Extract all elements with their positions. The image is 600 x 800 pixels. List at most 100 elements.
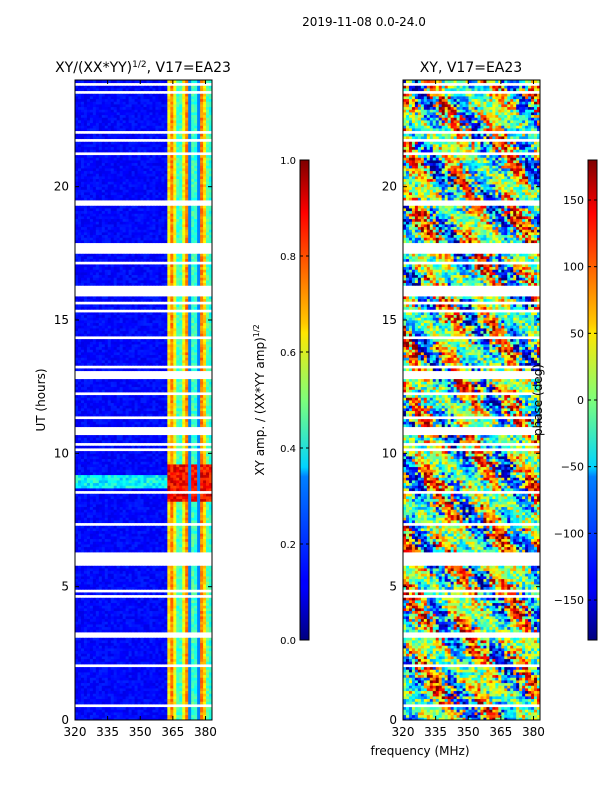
heatmap-cell [203,650,207,654]
heatmap-cell [179,573,183,577]
heatmap-cell [152,656,156,660]
heatmap-cell [167,437,171,441]
heatmap-cell [167,536,171,540]
heatmap-cell [200,450,204,454]
heatmap-cell [170,584,174,588]
heatmap-cell [143,466,147,470]
heatmap-cell [83,429,88,433]
heatmap-cell [101,592,106,596]
heatmap-cell [80,544,85,548]
heatmap-cell [83,621,88,625]
heatmap-cell [95,696,100,700]
heatmap-cell [188,650,192,654]
heatmap-cell [128,445,132,449]
heatmap-cell [209,541,212,545]
heatmap-cell [131,610,135,614]
heatmap-cell [107,517,112,521]
heatmap-cell [191,608,195,612]
heatmap-cell [191,589,195,593]
heatmap-cell [77,650,82,654]
heatmap-cell [98,477,103,481]
heatmap-cell [110,560,115,564]
heatmap-cell [197,522,201,526]
heatmap-cell [131,648,135,652]
heatmap-cell [158,701,162,705]
heatmap-cell [95,669,100,673]
heatmap-cell [116,514,121,518]
heatmap-cell [110,490,115,494]
heatmap-cell [173,565,177,569]
heatmap-cell [176,541,180,545]
heatmap-cell [191,437,195,441]
heatmap-cell [77,594,82,598]
heatmap-cell [194,520,198,524]
heatmap-cell [77,680,82,684]
heatmap-cell [194,509,198,513]
heatmap-cell [116,578,121,582]
heatmap-cell [161,586,165,590]
heatmap-cell [206,578,210,582]
heatmap-cell [149,648,153,652]
heatmap-cell [89,544,94,548]
heatmap-cell [146,530,150,534]
heatmap-cell [158,680,162,684]
heatmap-cell [125,637,130,641]
heatmap-cell [179,576,183,580]
heatmap-cell [116,530,121,534]
heatmap-cell [92,626,97,630]
heatmap-cell [101,690,106,694]
heatmap-cell [146,690,150,694]
heatmap-cell [140,432,144,436]
heatmap-cell [131,506,135,510]
heatmap-cell [75,490,79,494]
heatmap-cell [155,520,159,524]
heatmap-cell [173,704,177,708]
heatmap-cell [95,653,100,657]
heatmap-cell [137,480,141,484]
heatmap-cell [128,565,132,569]
heatmap-cell [134,458,138,462]
heatmap-cell [95,544,100,548]
heatmap-cell [203,664,207,668]
heatmap-cell [188,717,192,720]
heatmap-cell [197,498,201,502]
heatmap-cell [188,472,192,476]
heatmap-cell [149,514,153,518]
heatmap-cell [80,680,85,684]
heatmap-cell [137,512,141,516]
heatmap-cell [101,640,106,644]
heatmap-cell [149,690,153,694]
heatmap-cell [113,466,118,470]
heatmap-cell [119,589,124,593]
heatmap-cell [86,581,91,585]
heatmap-cell [152,565,156,569]
heatmap-cell [75,618,79,622]
heatmap-cell [191,717,195,720]
heatmap-cell [140,640,144,644]
heatmap-cell [158,546,162,550]
heatmap-cell [149,669,153,673]
heatmap-cell [152,576,156,580]
heatmap-cell [197,480,201,484]
heatmap-cell [131,637,135,641]
heatmap-cell [164,613,168,617]
heatmap-cell [170,645,174,649]
heatmap-cell [206,448,210,452]
heatmap-cell [119,605,124,609]
heatmap-cell [173,466,177,470]
heatmap-cell [134,498,138,502]
heatmap-cell [119,661,124,665]
heatmap-cell [155,650,159,654]
heatmap-cell [131,616,135,620]
heatmap-cell [101,493,106,497]
heatmap-cell [131,480,135,484]
heatmap-cell [191,602,195,606]
heatmap-cell [110,629,115,633]
heatmap-cell [191,541,195,545]
heatmap-cell [149,706,153,710]
heatmap-cell [107,568,112,572]
heatmap-cell [101,600,106,604]
heatmap-cell [77,706,82,710]
heatmap-cell [170,488,174,492]
heatmap-cell [137,672,141,676]
